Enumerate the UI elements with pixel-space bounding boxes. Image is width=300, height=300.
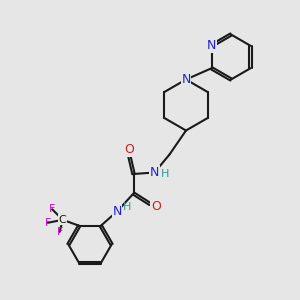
- Text: O: O: [124, 143, 134, 157]
- Text: F: F: [49, 204, 56, 214]
- Text: O: O: [151, 200, 161, 214]
- Text: F: F: [56, 227, 63, 237]
- Text: N: N: [181, 73, 191, 86]
- Text: N: N: [112, 205, 122, 218]
- Text: F: F: [44, 218, 51, 228]
- Text: N: N: [150, 166, 159, 179]
- Text: H: H: [161, 169, 169, 179]
- Text: H: H: [123, 202, 132, 212]
- Text: C: C: [59, 215, 67, 225]
- Text: N: N: [207, 39, 216, 52]
